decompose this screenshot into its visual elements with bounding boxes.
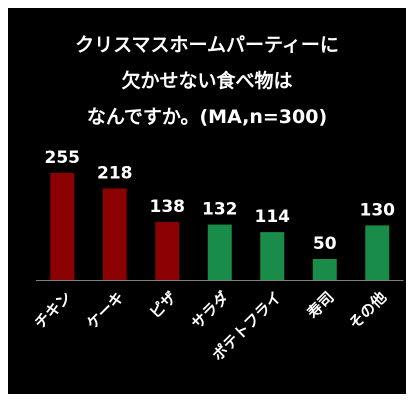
category-label-0: チキン: [31, 288, 75, 332]
category-label-6: その他: [346, 288, 391, 333]
bar-2: [155, 222, 180, 280]
value-label-4: 114: [255, 207, 291, 227]
bar-chart: 255チキン218ケーキ138ピザ132サラダ114ポテトフライ50寿司130そ…: [31, 148, 404, 364]
bar-4: [260, 232, 285, 280]
bar-0: [50, 172, 75, 280]
chart-title-line-2: 欠かせない食べ物は: [121, 70, 293, 92]
category-label-2: ピザ: [146, 288, 180, 322]
chart-title-line-1: クリスマスホームパーティーに: [75, 34, 339, 56]
value-label-3: 132: [202, 200, 238, 220]
value-label-1: 218: [97, 163, 133, 183]
category-label-1: ケーキ: [83, 288, 128, 333]
chart-title-line-3: なんですか。(MA,n=300): [86, 106, 328, 128]
value-label-6: 130: [360, 200, 396, 220]
category-label-5: 寿司: [304, 288, 338, 322]
bar-5: [312, 259, 337, 280]
value-label-0: 255: [45, 148, 81, 168]
bar-3: [207, 224, 232, 280]
bar-1: [102, 188, 127, 280]
value-label-5: 50: [313, 234, 337, 254]
category-label-3: サラダ: [188, 288, 233, 333]
chart-frame: 255 チキン 218 ケーキ 138 ピザ 132 サラダ 114 ポテトフライ 50 寿司 130 そ…: [8, 8, 406, 394]
value-label-2: 138: [150, 197, 186, 217]
bar-6: [365, 225, 390, 280]
